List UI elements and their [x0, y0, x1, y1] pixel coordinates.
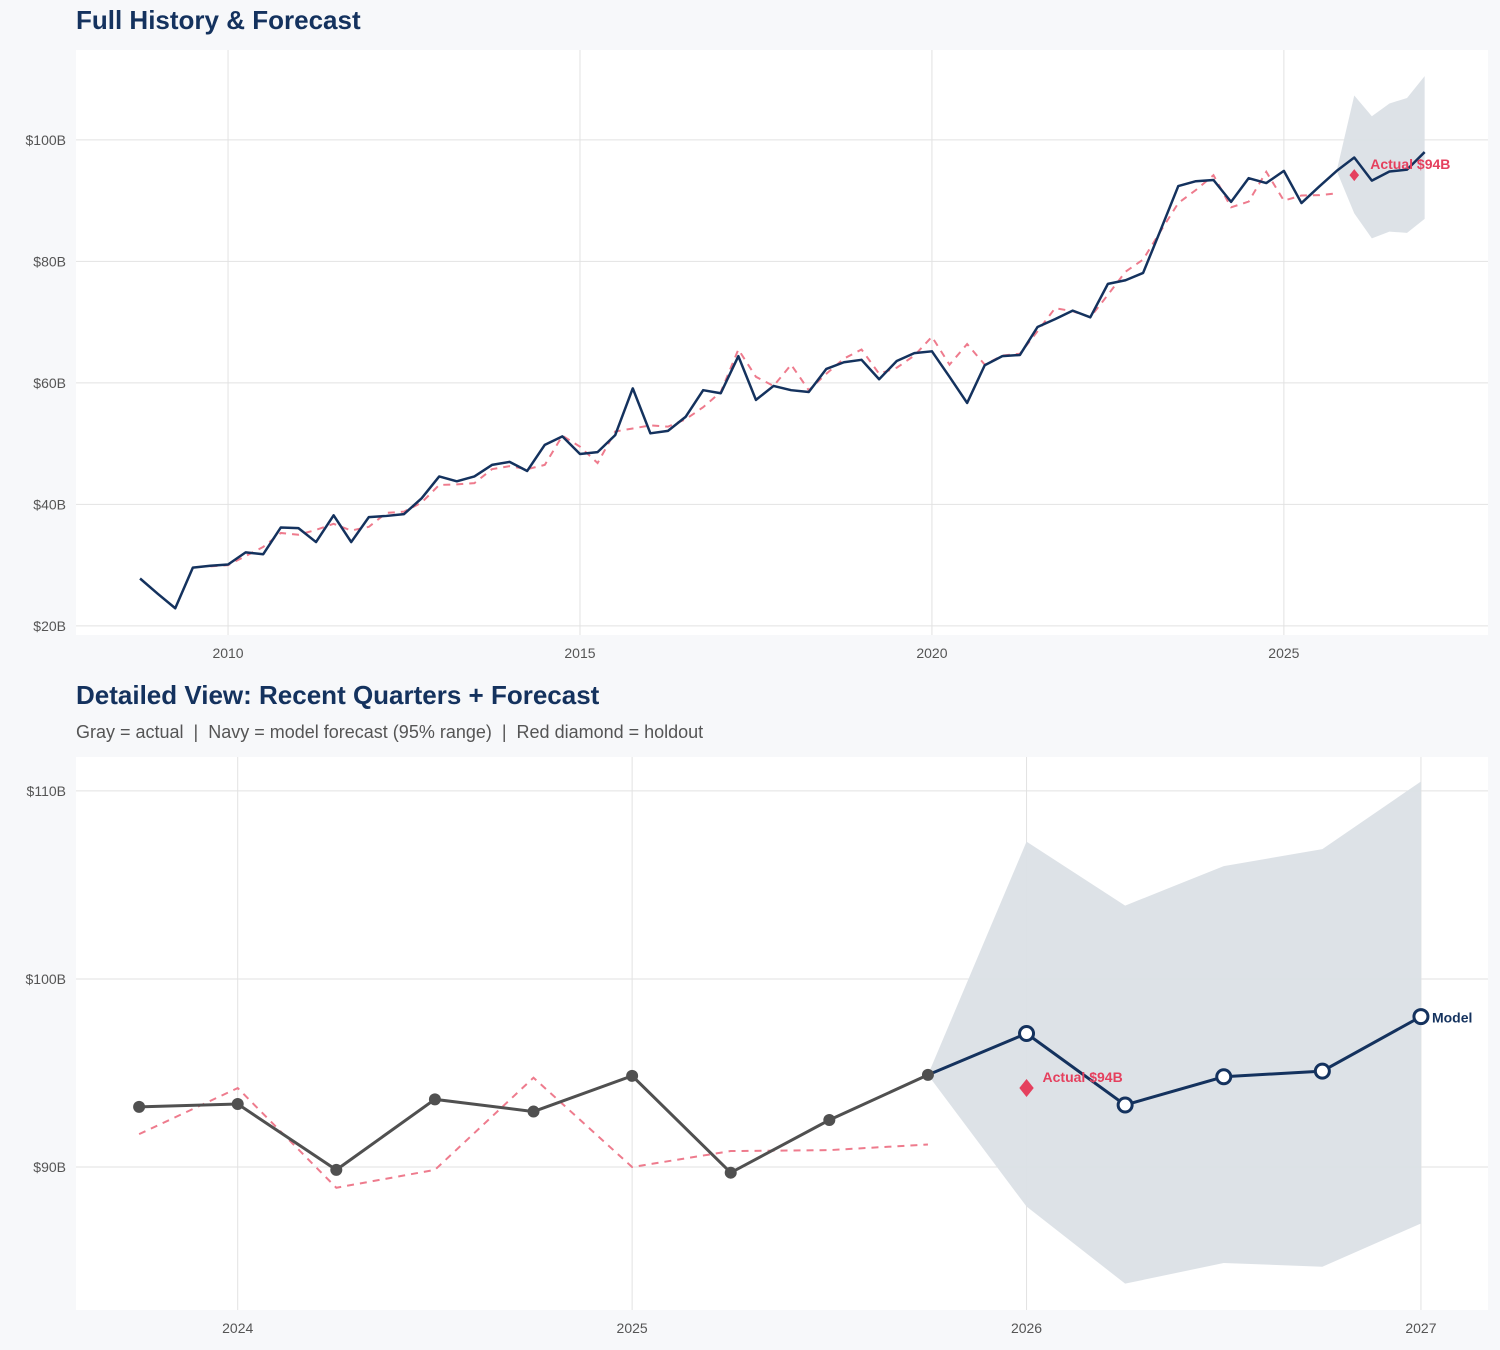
plot-background: [76, 50, 1488, 635]
bottom-chart-subtitle: Gray = actual | Navy = model forecast (9…: [76, 722, 704, 742]
top-chart: 2010 2015 2020 2025 $20B $40B $60B $80B $100B Act…: [26, 50, 1488, 661]
x-tick-label: 2027: [1405, 1320, 1436, 1336]
top-chart-title: Full History & Forecast: [76, 5, 361, 35]
fitted-line: [210, 169, 1337, 568]
forecast-95-band: [1336, 76, 1425, 239]
actual-point: [823, 1114, 836, 1127]
actual-point: [921, 1068, 934, 1081]
fitted-line: [138, 1076, 928, 1189]
y-tick-label: $90B: [33, 1159, 66, 1175]
y-tick-label: $40B: [33, 496, 66, 512]
y-tick-label: $60B: [33, 375, 66, 391]
y-tick-label: $100B: [26, 971, 66, 987]
forecast-point: [1116, 1096, 1134, 1114]
actual-point: [626, 1069, 639, 1082]
actual-point: [724, 1166, 737, 1179]
x-tick-label: 2026: [1011, 1320, 1042, 1336]
model-end-label: Model: [1432, 1010, 1472, 1026]
x-tick-label: 2020: [916, 645, 947, 661]
plot-area: [133, 781, 1430, 1284]
actual-point: [527, 1105, 540, 1118]
forecast-point: [1018, 1025, 1036, 1042]
x-tick-label: 2010: [212, 645, 243, 661]
forecast-point: [1313, 1062, 1331, 1080]
actual-point: [428, 1093, 441, 1106]
y-tick-label: $110B: [27, 783, 66, 799]
forecast-95-band: [927, 781, 1421, 1284]
plot-area: [139, 76, 1426, 610]
y-tick-label: $80B: [33, 253, 66, 269]
actual-point: [330, 1163, 343, 1176]
actual-forecast-line: [139, 151, 1426, 610]
forecast-line: [927, 1015, 1422, 1107]
forecast-point: [1215, 1068, 1233, 1086]
bottom-chart-title: Detailed View: Recent Quarters + Forecas…: [76, 680, 600, 710]
holdout-diamond: [1019, 1079, 1034, 1098]
x-tick-label: 2025: [1268, 645, 1299, 661]
bottom-chart: 2024 2025 2026 2027 $90B $100B $110B Model Actua…: [26, 757, 1488, 1336]
y-tick-label: $20B: [33, 618, 66, 634]
y-tick-label: $100B: [26, 132, 66, 148]
x-tick-label: 2015: [564, 645, 595, 661]
actual-point: [133, 1100, 146, 1113]
holdout-diamond: [1349, 169, 1360, 182]
holdout-label: Actual $94B: [1370, 156, 1450, 172]
x-tick-label: 2024: [222, 1320, 253, 1336]
x-tick-label: 2025: [617, 1320, 648, 1336]
forecast-point: [1412, 1008, 1430, 1026]
actual-point: [231, 1098, 244, 1111]
holdout-label: Actual $94B: [1043, 1069, 1123, 1085]
